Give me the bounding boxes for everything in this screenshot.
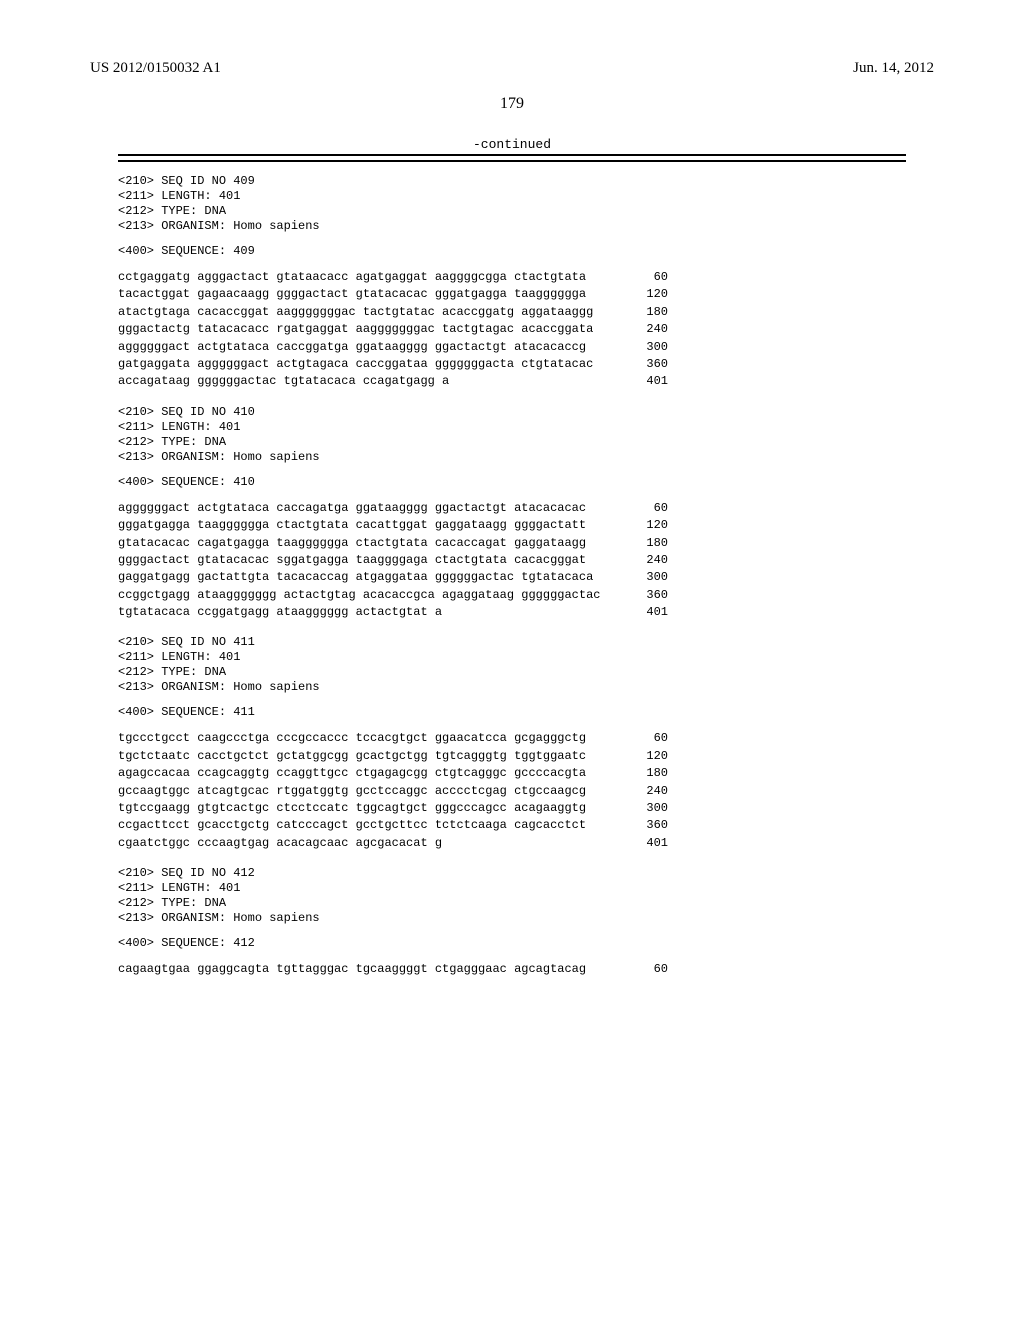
sequence-text: cagaagtgaa ggaggcagta tgttagggac tgcaagg… [118,961,586,978]
sequence-text: cgaatctggc cccaagtgag acacagcaac agcgaca… [118,835,442,852]
sequence-line: accagataag ggggggactac tgtatacaca ccagat… [118,373,668,390]
sequence-label: <400> SEQUENCE: 411 [118,705,906,720]
sequence-line: tgctctaatc cacctgctct gctatggcgg gcactgc… [118,748,668,765]
sequence-position: 300 [616,569,668,586]
publication-number: US 2012/0150032 A1 [90,60,221,77]
sequence-position: 300 [616,800,668,817]
sequence-position: 401 [616,604,668,621]
sequence-line: tgtccgaagg gtgtcactgc ctcctccatc tggcagt… [118,800,668,817]
sequence-line: ggggactact gtatacacac sggatgagga taagggg… [118,552,668,569]
sequence-text: tgtccgaagg gtgtcactgc ctcctccatc tggcagt… [118,800,586,817]
sequence-text: aggggggact actgtataca caccagatga ggataag… [118,500,586,517]
page-header: US 2012/0150032 A1 Jun. 14, 2012 [90,60,934,77]
sequence-text: gccaagtggc atcagtgcac rtggatggtg gcctcca… [118,783,586,800]
sequence-line: gggactactg tatacacacc rgatgaggat aaggggg… [118,321,668,338]
sequence-position: 300 [616,339,668,356]
top-rule-1 [118,154,906,156]
sequence-text: tgctctaatc cacctgctct gctatggcgg gcactgc… [118,748,586,765]
sequence-position: 360 [616,587,668,604]
sequence-text: gaggatgagg gactattgta tacacaccag atgagga… [118,569,593,586]
sequence-position: 401 [616,835,668,852]
sequence-label: <400> SEQUENCE: 409 [118,244,906,259]
sequence-line: gccaagtggc atcagtgcac rtggatggtg gcctcca… [118,783,668,800]
sequence-meta: <210> SEQ ID NO 412 <211> LENGTH: 401 <2… [118,866,906,926]
sequence-body: tgccctgcct caagccctga cccgccaccc tccacgt… [118,730,906,852]
continued-label: -continued [118,137,906,152]
sequence-text: gggatgagga taagggggga ctactgtata cacattg… [118,517,586,534]
sequence-text: gtatacacac cagatgagga taagggggga ctactgt… [118,535,586,552]
sequence-text: ccgacttcct gcacctgctg catcccagct gcctgct… [118,817,586,834]
sequence-text: tgccctgcct caagccctga cccgccaccc tccacgt… [118,730,586,747]
sequence-line: atactgtaga cacaccggat aagggggggac tactgt… [118,304,668,321]
sequence-listing: <210> SEQ ID NO 409 <211> LENGTH: 401 <2… [118,174,906,979]
sequence-position: 401 [616,373,668,390]
sequence-line: gtatacacac cagatgagga taagggggga ctactgt… [118,535,668,552]
sequence-line: tgccctgcct caagccctga cccgccaccc tccacgt… [118,730,668,747]
sequence-position: 360 [616,817,668,834]
sequence-line: gggatgagga taagggggga ctactgtata cacattg… [118,517,668,534]
sequence-position: 180 [616,765,668,782]
sequence-meta: <210> SEQ ID NO 409 <211> LENGTH: 401 <2… [118,174,906,234]
content-wrap: -continued <210> SEQ ID NO 409 <211> LEN… [90,137,934,979]
sequence-body: cctgaggatg agggactact gtataacacc agatgag… [118,269,906,391]
sequence-body: cagaagtgaa ggaggcagta tgttagggac tgcaagg… [118,961,906,978]
sequence-position: 360 [616,356,668,373]
sequence-position: 120 [616,748,668,765]
sequence-text: gggactactg tatacacacc rgatgaggat aaggggg… [118,321,593,338]
sequence-label: <400> SEQUENCE: 410 [118,475,906,490]
sequence-position: 240 [616,783,668,800]
sequence-text: ggggactact gtatacacac sggatgagga taagggg… [118,552,586,569]
sequence-text: ccggctgagg ataaggggggg actactgtag acacac… [118,587,600,604]
sequence-line: agagccacaa ccagcaggtg ccaggttgcc ctgagag… [118,765,668,782]
sequence-text: cctgaggatg agggactact gtataacacc agatgag… [118,269,586,286]
sequence-position: 180 [616,535,668,552]
page-number: 179 [90,95,934,113]
sequence-text: atactgtaga cacaccggat aagggggggac tactgt… [118,304,593,321]
sequence-position: 60 [616,730,668,747]
sequence-position: 60 [616,961,668,978]
sequence-position: 60 [616,269,668,286]
sequence-line: gatgaggata aggggggact actgtagaca caccgga… [118,356,668,373]
sequence-position: 240 [616,321,668,338]
sequence-line: aggggggact actgtataca caccagatga ggataag… [118,500,668,517]
top-rule-2 [118,160,906,162]
sequence-line: gaggatgagg gactattgta tacacaccag atgagga… [118,569,668,586]
sequence-text: tacactggat gagaacaagg ggggactact gtataca… [118,286,586,303]
sequence-line: cctgaggatg agggactact gtataacacc agatgag… [118,269,668,286]
sequence-position: 180 [616,304,668,321]
publication-date: Jun. 14, 2012 [853,60,934,77]
sequence-body: aggggggact actgtataca caccagatga ggataag… [118,500,906,622]
sequence-position: 120 [616,286,668,303]
sequence-line: cagaagtgaa ggaggcagta tgttagggac tgcaagg… [118,961,668,978]
sequence-text: aggggggact actgtataca caccggatga ggataag… [118,339,586,356]
sequence-text: accagataag ggggggactac tgtatacaca ccagat… [118,373,449,390]
sequence-line: tacactggat gagaacaagg ggggactact gtataca… [118,286,668,303]
sequence-line: aggggggact actgtataca caccggatga ggataag… [118,339,668,356]
sequence-text: tgtatacaca ccggatgagg ataagggggg actactg… [118,604,442,621]
sequence-position: 60 [616,500,668,517]
sequence-line: ccggctgagg ataaggggggg actactgtag acacac… [118,587,668,604]
sequence-text: gatgaggata aggggggact actgtagaca caccgga… [118,356,593,373]
page-container: US 2012/0150032 A1 Jun. 14, 2012 179 -co… [0,0,1024,1320]
sequence-position: 240 [616,552,668,569]
sequence-position: 120 [616,517,668,534]
sequence-label: <400> SEQUENCE: 412 [118,936,906,951]
sequence-line: cgaatctggc cccaagtgag acacagcaac agcgaca… [118,835,668,852]
sequence-meta: <210> SEQ ID NO 410 <211> LENGTH: 401 <2… [118,405,906,465]
sequence-text: agagccacaa ccagcaggtg ccaggttgcc ctgagag… [118,765,586,782]
sequence-meta: <210> SEQ ID NO 411 <211> LENGTH: 401 <2… [118,635,906,695]
sequence-line: tgtatacaca ccggatgagg ataagggggg actactg… [118,604,668,621]
sequence-line: ccgacttcct gcacctgctg catcccagct gcctgct… [118,817,668,834]
